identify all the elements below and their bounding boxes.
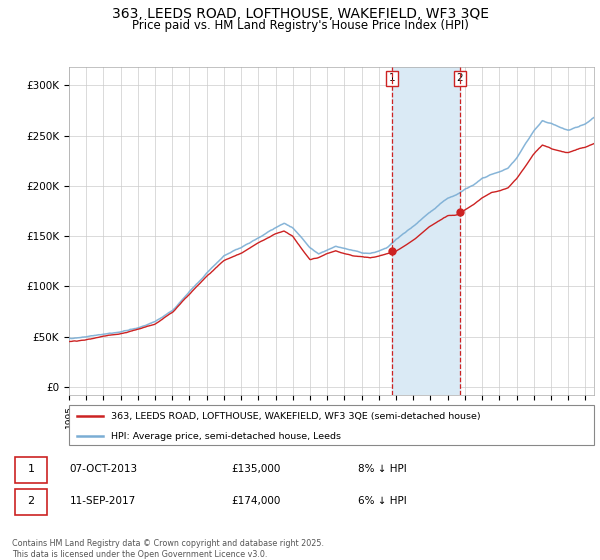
Text: Contains HM Land Registry data © Crown copyright and database right 2025.
This d: Contains HM Land Registry data © Crown c…	[12, 539, 324, 559]
Text: 8% ↓ HPI: 8% ↓ HPI	[358, 464, 406, 474]
Text: 363, LEEDS ROAD, LOFTHOUSE, WAKEFIELD, WF3 3QE: 363, LEEDS ROAD, LOFTHOUSE, WAKEFIELD, W…	[112, 7, 488, 21]
Text: 2: 2	[457, 73, 463, 83]
Text: £135,000: £135,000	[231, 464, 280, 474]
Text: 6% ↓ HPI: 6% ↓ HPI	[358, 496, 406, 506]
Text: 1: 1	[28, 464, 35, 474]
Bar	[392, 67, 460, 395]
FancyBboxPatch shape	[15, 457, 47, 483]
Text: £174,000: £174,000	[231, 496, 280, 506]
Text: 2: 2	[28, 496, 35, 506]
Text: 363, LEEDS ROAD, LOFTHOUSE, WAKEFIELD, WF3 3QE (semi-detached house): 363, LEEDS ROAD, LOFTHOUSE, WAKEFIELD, W…	[111, 412, 481, 421]
Text: HPI: Average price, semi-detached house, Leeds: HPI: Average price, semi-detached house,…	[111, 432, 341, 441]
Text: 11-SEP-2017: 11-SEP-2017	[70, 496, 136, 506]
Text: 07-OCT-2013: 07-OCT-2013	[70, 464, 138, 474]
FancyBboxPatch shape	[69, 405, 594, 445]
Text: 1: 1	[389, 73, 395, 83]
FancyBboxPatch shape	[15, 489, 47, 515]
Text: Price paid vs. HM Land Registry's House Price Index (HPI): Price paid vs. HM Land Registry's House …	[131, 19, 469, 32]
